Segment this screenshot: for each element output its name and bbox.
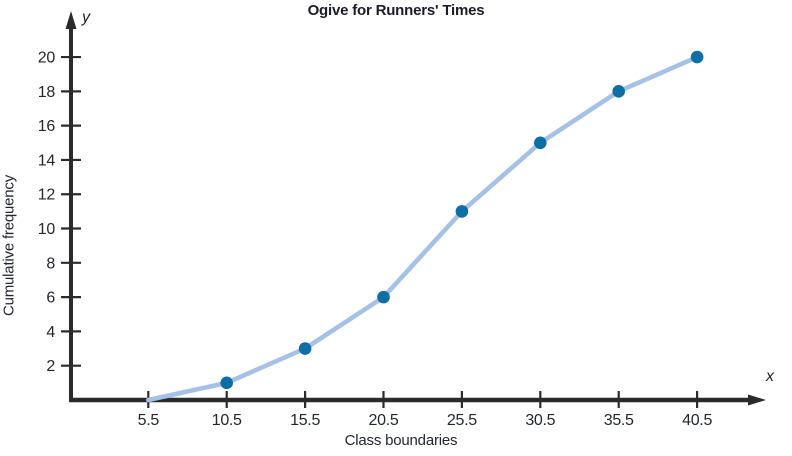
x-tick-label: 40.5: [682, 412, 712, 429]
x-tick-label: 5.5: [138, 412, 160, 429]
y-tick-label: 18: [38, 84, 56, 101]
ogive-line: [146, 54, 700, 403]
data-point: [534, 136, 547, 150]
y-tick-label: 4: [46, 324, 55, 341]
y-tick-label: 6: [46, 290, 55, 307]
data-point: [298, 342, 312, 355]
x-axis-letter: x: [765, 368, 775, 385]
y-tick-label: 8: [46, 255, 55, 272]
data-point: [455, 205, 469, 218]
data-point: [220, 376, 233, 390]
y-axis-arrow-icon: [65, 11, 77, 29]
y-tick-label: 10: [38, 221, 56, 238]
x-tick-label: 25.5: [447, 412, 477, 429]
data-point: [690, 50, 704, 64]
x-axis-label: Class boundaries: [344, 432, 458, 449]
x-tick-label: 20.5: [369, 412, 399, 429]
x-axis-arrow-icon: [748, 394, 766, 406]
y-tick-label: 12: [38, 187, 56, 204]
x-tick-label: 35.5: [604, 412, 634, 429]
x-tick-label: 10.5: [212, 412, 242, 429]
y-axis-letter: y: [81, 9, 91, 26]
y-tick-label: 14: [38, 152, 56, 169]
x-tick-label: 15.5: [290, 412, 320, 429]
data-point: [377, 290, 390, 304]
x-tick-label: 30.5: [525, 412, 555, 429]
data-point: [612, 85, 625, 98]
y-tick-label: 16: [38, 118, 56, 135]
y-tick-label: 2: [46, 358, 55, 375]
y-tick-label: 20: [38, 50, 56, 67]
chart-title: Ogive for Runners' Times: [307, 2, 485, 19]
